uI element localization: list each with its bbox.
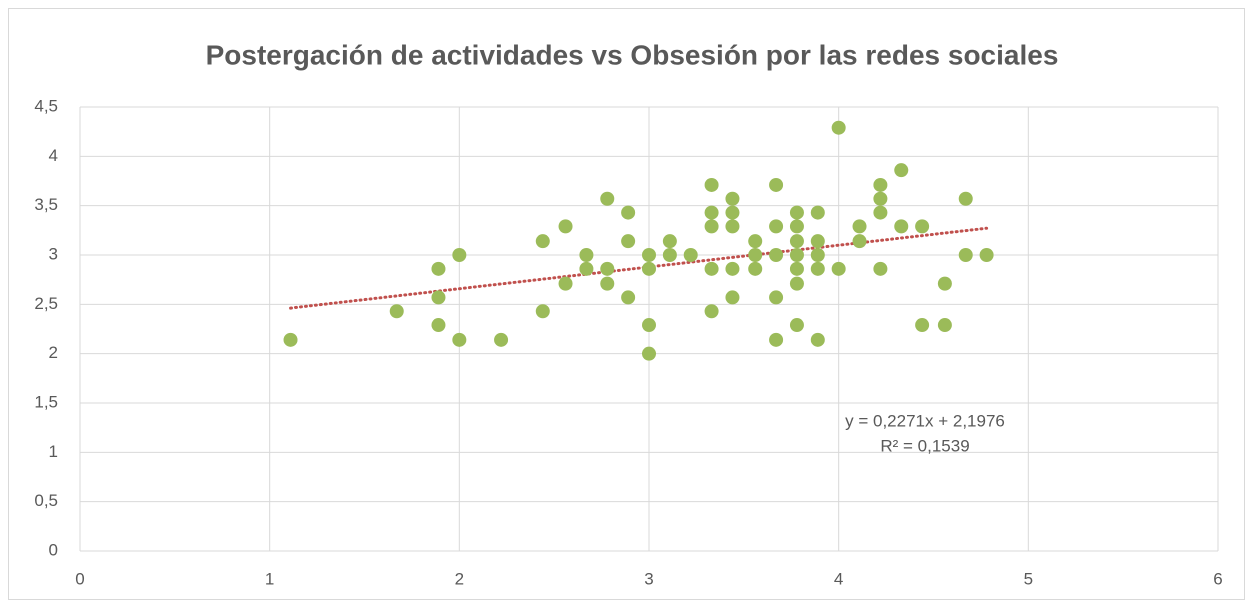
trendline-r2: R² = 0,1539: [880, 436, 969, 455]
point: [769, 332, 784, 347]
point: [642, 248, 656, 262]
point: [725, 205, 740, 220]
y-tick-label: 2: [49, 343, 58, 362]
point: [725, 290, 740, 305]
point: [558, 219, 573, 234]
point: [431, 318, 446, 333]
point: [389, 304, 404, 319]
point: [810, 261, 825, 276]
point: [894, 163, 909, 178]
y-tick-label: 1,5: [34, 392, 58, 411]
point: [683, 248, 698, 262]
point: [810, 234, 825, 249]
point: [642, 261, 656, 276]
y-tick-label: 4: [49, 146, 58, 165]
point: [662, 234, 677, 249]
point: [558, 276, 573, 291]
point: [621, 234, 636, 249]
point: [769, 219, 784, 234]
point: [283, 332, 298, 347]
point: [810, 248, 825, 262]
y-tick-label: 2,5: [34, 294, 58, 313]
point: [789, 276, 804, 291]
y-tick-label: 0: [49, 540, 58, 559]
point: [873, 205, 888, 220]
point: [831, 120, 846, 135]
point: [452, 332, 467, 347]
point: [789, 261, 804, 276]
point: [958, 248, 973, 262]
point: [579, 248, 594, 262]
point: [852, 234, 867, 249]
point: [873, 191, 888, 206]
point: [748, 234, 763, 249]
y-tick-label: 0,5: [34, 491, 58, 510]
point: [810, 332, 825, 347]
y-tick-label: 3,5: [34, 195, 58, 214]
point: [937, 318, 952, 333]
point: [789, 219, 804, 234]
point: [852, 219, 867, 234]
point: [431, 261, 446, 276]
point: [704, 177, 719, 192]
point: [789, 205, 804, 220]
point: [579, 261, 594, 276]
point: [600, 261, 615, 276]
point: [769, 177, 784, 192]
x-tick-label: 0: [75, 569, 84, 588]
point: [642, 318, 656, 333]
y-tick-label: 4,5: [34, 96, 58, 115]
x-tick-label: 3: [644, 569, 653, 588]
point: [873, 261, 888, 276]
trendline-equation: y = 0,2271x + 2,1976: [845, 411, 1005, 430]
point: [725, 219, 740, 234]
point: [725, 261, 740, 276]
point: [789, 248, 804, 262]
point: [894, 219, 909, 234]
x-tick-label: 2: [455, 569, 464, 588]
y-tick-label: 1: [49, 442, 58, 461]
chart-title: Postergación de actividades vs Obsesión …: [206, 39, 1059, 70]
x-tick-label: 5: [1024, 569, 1033, 588]
y-tick-label: 3: [49, 244, 58, 263]
point: [748, 248, 763, 262]
point: [769, 248, 784, 262]
x-tick-label: 4: [834, 569, 843, 588]
point: [810, 205, 825, 220]
point: [789, 318, 804, 333]
point: [725, 191, 740, 206]
x-tick-label: 1: [265, 569, 274, 588]
point: [769, 290, 784, 305]
point: [535, 304, 550, 319]
x-tick-label: 6: [1213, 569, 1222, 588]
point: [831, 261, 846, 276]
point: [642, 346, 656, 361]
point: [535, 234, 550, 249]
point: [979, 248, 994, 262]
point: [937, 276, 952, 291]
point: [704, 219, 719, 234]
point: [748, 261, 763, 276]
point: [621, 290, 636, 305]
trendline: [289, 226, 989, 310]
point: [494, 332, 509, 347]
point: [704, 261, 719, 276]
point: [431, 290, 446, 305]
point: [600, 191, 615, 206]
point: [789, 234, 804, 249]
point: [873, 177, 888, 192]
point: [600, 276, 615, 291]
point: [452, 248, 467, 262]
point: [958, 191, 973, 206]
point: [915, 219, 930, 234]
point: [621, 205, 636, 220]
point: [662, 248, 677, 262]
point: [704, 304, 719, 319]
point: [704, 205, 719, 220]
point: [915, 318, 930, 333]
